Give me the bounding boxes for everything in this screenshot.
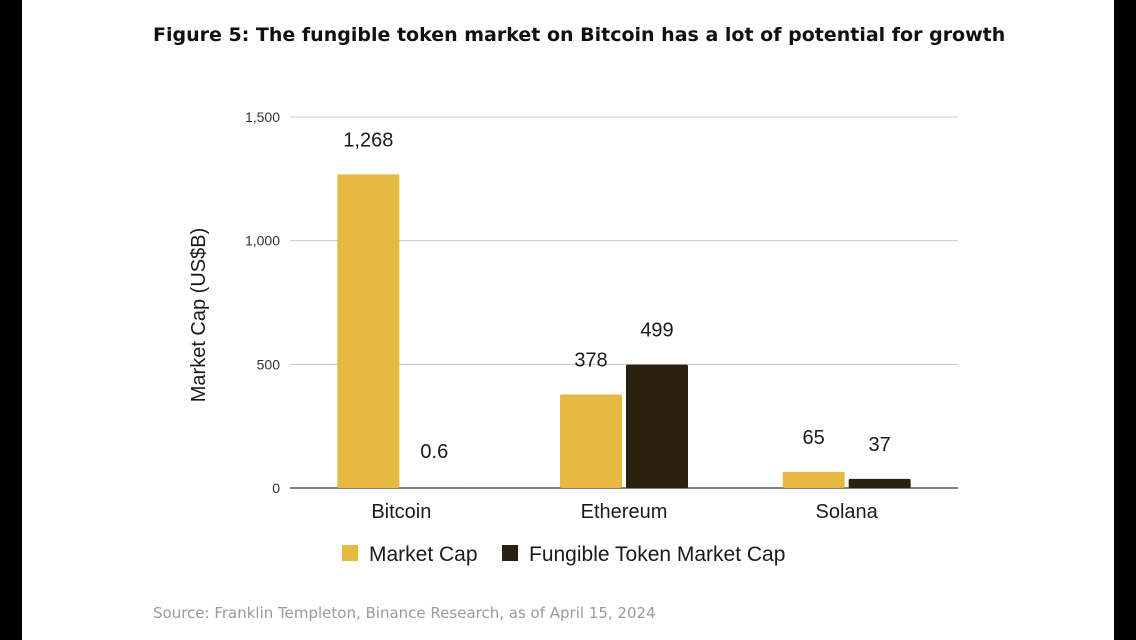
legend-swatch-1 [502,545,518,561]
x-axis-categories: Bitcoin Ethereum Solana [371,501,878,523]
category-label-ethereum: Ethereum [581,501,668,523]
data-labels: 1,268 0.6 378 499 65 37 [343,129,890,463]
gridlines [290,116,958,489]
bar-solana-series-1 [848,478,911,488]
y-tick-label: 500 [257,356,281,372]
data-label-ethereum-series-1: 499 [640,320,673,342]
legend-swatch-0 [342,545,358,561]
bar-solana-series-0 [782,471,845,488]
data-label-bitcoin-series-1: 0.6 [420,441,448,463]
legend: Market Cap Fungible Token Market Cap [342,543,785,566]
y-tick-label: 0 [272,480,280,496]
figure-page: Figure 5: The fungible token market on B… [22,0,1114,640]
category-label-bitcoin: Bitcoin [371,501,431,523]
data-label-bitcoin-series-0: 1,268 [343,129,393,151]
bar-chart: 0 500 1,000 1,500 1,268 0.6 378 499 65 37 Bitcoi… [188,109,958,566]
data-label-solana-series-1: 37 [869,434,891,456]
figure-title: Figure 5: The fungible token market on B… [153,24,1006,46]
legend-label-1: Fungible Token Market Cap [529,543,785,566]
y-tick-label: 1,500 [245,109,280,125]
bar-bitcoin-series-0 [337,174,400,488]
legend-label-0: Market Cap [369,543,478,566]
source-note: Source: Franklin Templeton, Binance Rese… [153,604,656,622]
category-label-solana: Solana [816,501,879,523]
bar-ethereum-series-0 [560,394,622,488]
data-label-ethereum-series-0: 378 [574,350,607,372]
y-axis-title: Market Cap (US$B) [188,228,210,403]
y-axis-ticks: 0 500 1,000 1,500 [245,109,280,496]
y-tick-label: 1,000 [245,233,280,249]
data-label-solana-series-0: 65 [803,427,825,449]
bar-ethereum-series-1 [626,364,688,488]
bars [337,174,911,488]
